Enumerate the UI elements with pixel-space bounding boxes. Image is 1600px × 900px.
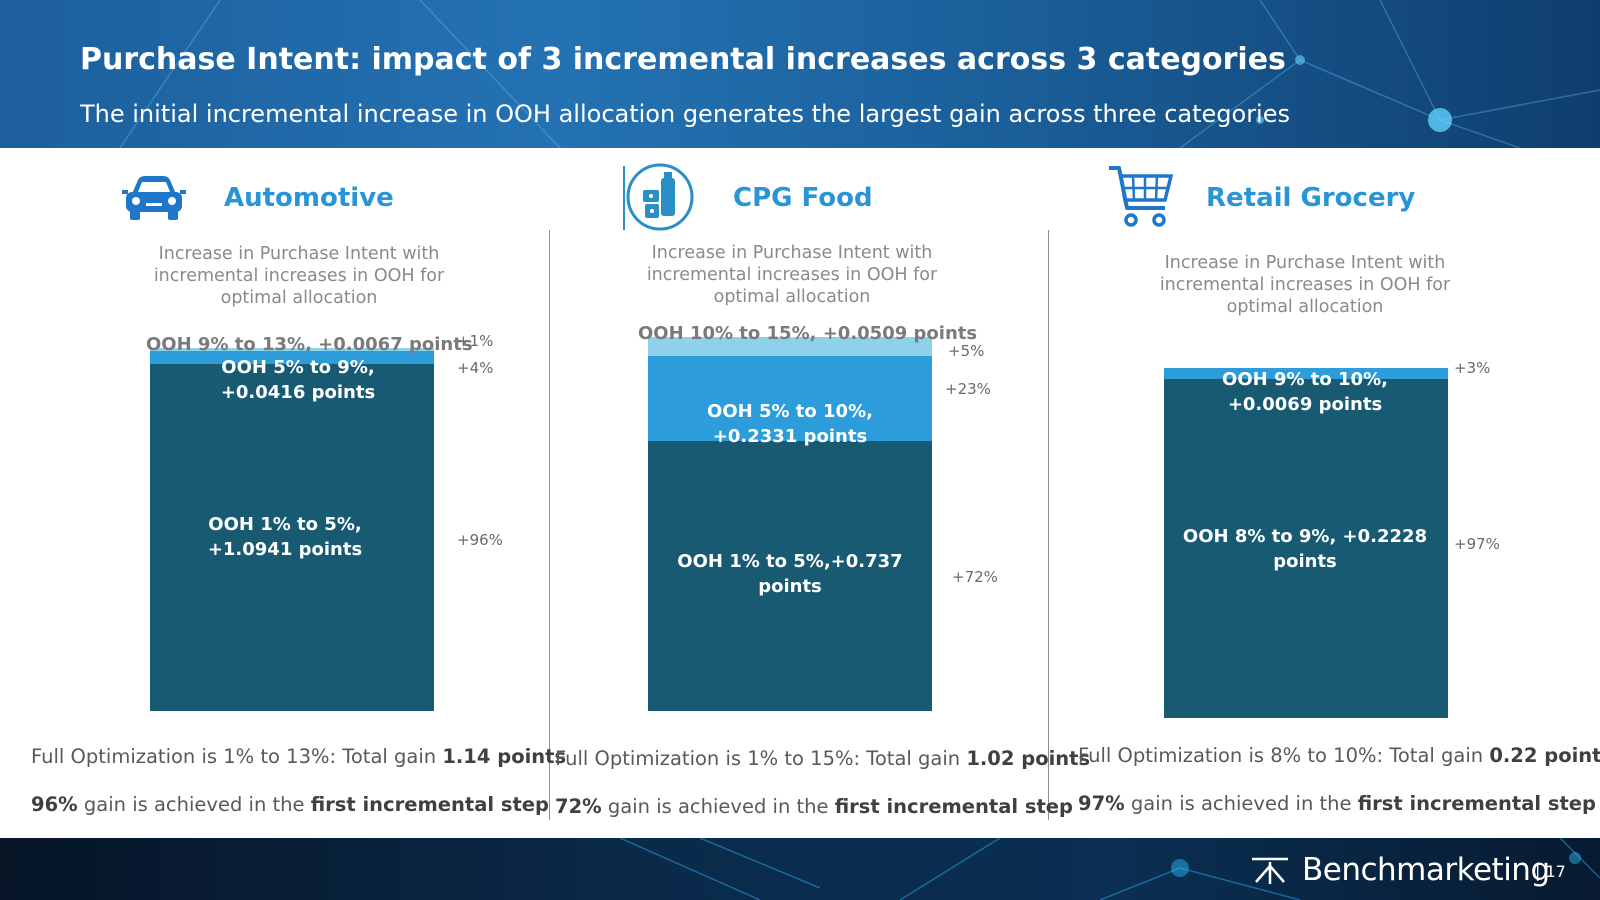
shopping-cart-icon (1107, 164, 1174, 236)
share-label: +4% (457, 359, 494, 377)
chart-title: Increase in Purchase Intent with increme… (153, 244, 445, 308)
share-label: +23% (945, 380, 991, 398)
brand-logo-text: Benchmarketing (1302, 852, 1550, 888)
bar-segment-ooh-1-5 (648, 441, 932, 711)
page-subtitle: The initial incremental increase in OOH … (80, 100, 1290, 128)
chart-title: Increase in Purchase Intent with increme… (646, 243, 938, 307)
header-banner (0, 0, 1600, 148)
share-label: +5% (948, 342, 985, 360)
segment-label: OOH 5% to 10%, +0.2331 points (707, 401, 873, 447)
segment-label: OOH 5% to 9%, +0.0416 points (220, 357, 376, 403)
summary-text: Full Optimization is 1% to 15%: Total ga… (555, 747, 1091, 770)
chart-title: Increase in Purchase Intent with increme… (1159, 253, 1451, 317)
network-background-graphic (119, 0, 1600, 148)
category-title-automotive: Automotive (224, 183, 394, 213)
share-label: +96% (457, 531, 503, 549)
segment-label: OOH 9% to 13%, +0.0067 points (146, 334, 473, 355)
share-label: +97% (1454, 535, 1500, 553)
summary-text: Full Optimization is 1% to 13%: Total ga… (31, 745, 567, 768)
segment-label: OOH 8% to 9%, +0.2228 points (1182, 526, 1428, 572)
bar-segment-ooh-9-10 (1164, 368, 1448, 379)
gain-text: 97% gain is achieved in the first increm… (1078, 792, 1596, 815)
bar-segment-ooh-1-5 (150, 364, 434, 711)
network-background-graphic (619, 838, 1600, 900)
segment-label: OOH 1% to 5%,+0.737 points (677, 551, 903, 597)
share-label: +3% (1454, 359, 1491, 377)
segment-label: OOH 9% to 10%, +0.0069 points (1222, 369, 1388, 415)
bar-segment-ooh-8-9 (1164, 378, 1448, 718)
panel-divider (549, 230, 550, 820)
segment-label: OOH 10% to 15%, +0.0509 points (638, 323, 978, 344)
benchmarketing-logo-icon (1250, 856, 1290, 890)
page-title: Purchase Intent: impact of 3 incremental… (80, 42, 1286, 77)
bar-segment-ooh-10-15 (648, 337, 932, 356)
car-icon (122, 174, 186, 228)
food-products-icon (621, 160, 695, 238)
page-number: | 17 (1535, 862, 1566, 881)
share-label: +1% (457, 332, 494, 350)
panel-divider (1048, 230, 1049, 820)
bar-segment-ooh-5-10 (648, 355, 932, 442)
footer-bar (0, 838, 1600, 900)
summary-text: Full Optimization is 8% to 10%: Total ga… (1078, 744, 1600, 767)
category-title-retail-grocery: Retail Grocery (1206, 183, 1416, 213)
segment-label: OOH 1% to 5%, +1.0941 points (207, 514, 363, 560)
bar-segment-ooh-5-9 (150, 351, 434, 365)
category-title-cpg-food: CPG Food (733, 183, 873, 213)
share-label: +72% (952, 568, 998, 586)
bar-segment-ooh-9-13 (150, 348, 434, 352)
gain-text: 72% gain is achieved in the first increm… (555, 795, 1073, 818)
gain-text: 96% gain is achieved in the first increm… (31, 793, 549, 816)
